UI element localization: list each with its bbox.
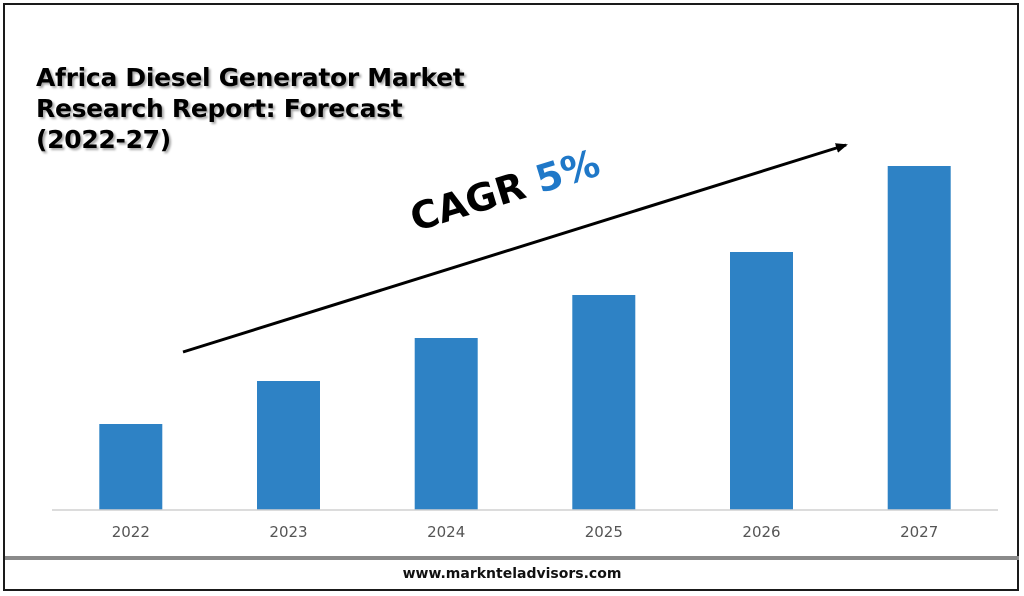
chart-title: Africa Diesel Generator Market Research … (36, 62, 516, 155)
bar-2026 (730, 252, 793, 510)
bar-2025 (572, 295, 636, 510)
bar-2023 (257, 381, 320, 510)
bar-series (99, 166, 951, 510)
chart-frame (3, 3, 1019, 591)
x-tick-label-2024: 2024 (427, 523, 465, 541)
x-tick-label-2027: 2027 (900, 523, 938, 541)
chart-title-line-1: Africa Diesel Generator Market (36, 63, 465, 92)
chart-title-line-2: Research Report: Forecast (36, 94, 403, 123)
x-tick-labels: 2022 2023 2024 2025 2026 2027 (112, 523, 939, 541)
trend-arrow (182, 143, 848, 354)
bar-2027 (887, 166, 951, 510)
bar-2022 (99, 424, 163, 510)
x-tick-label-2023: 2023 (269, 523, 307, 541)
bar-2024 (414, 338, 478, 510)
chart-title-line-3: (2022-27) (36, 125, 171, 154)
footer-divider (5, 556, 1019, 560)
x-tick-label-2025: 2025 (585, 523, 623, 541)
x-tick-label-2022: 2022 (112, 523, 150, 541)
x-tick-label-2026: 2026 (742, 523, 780, 541)
footer-website: www.marknteladvisors.com (402, 566, 622, 582)
